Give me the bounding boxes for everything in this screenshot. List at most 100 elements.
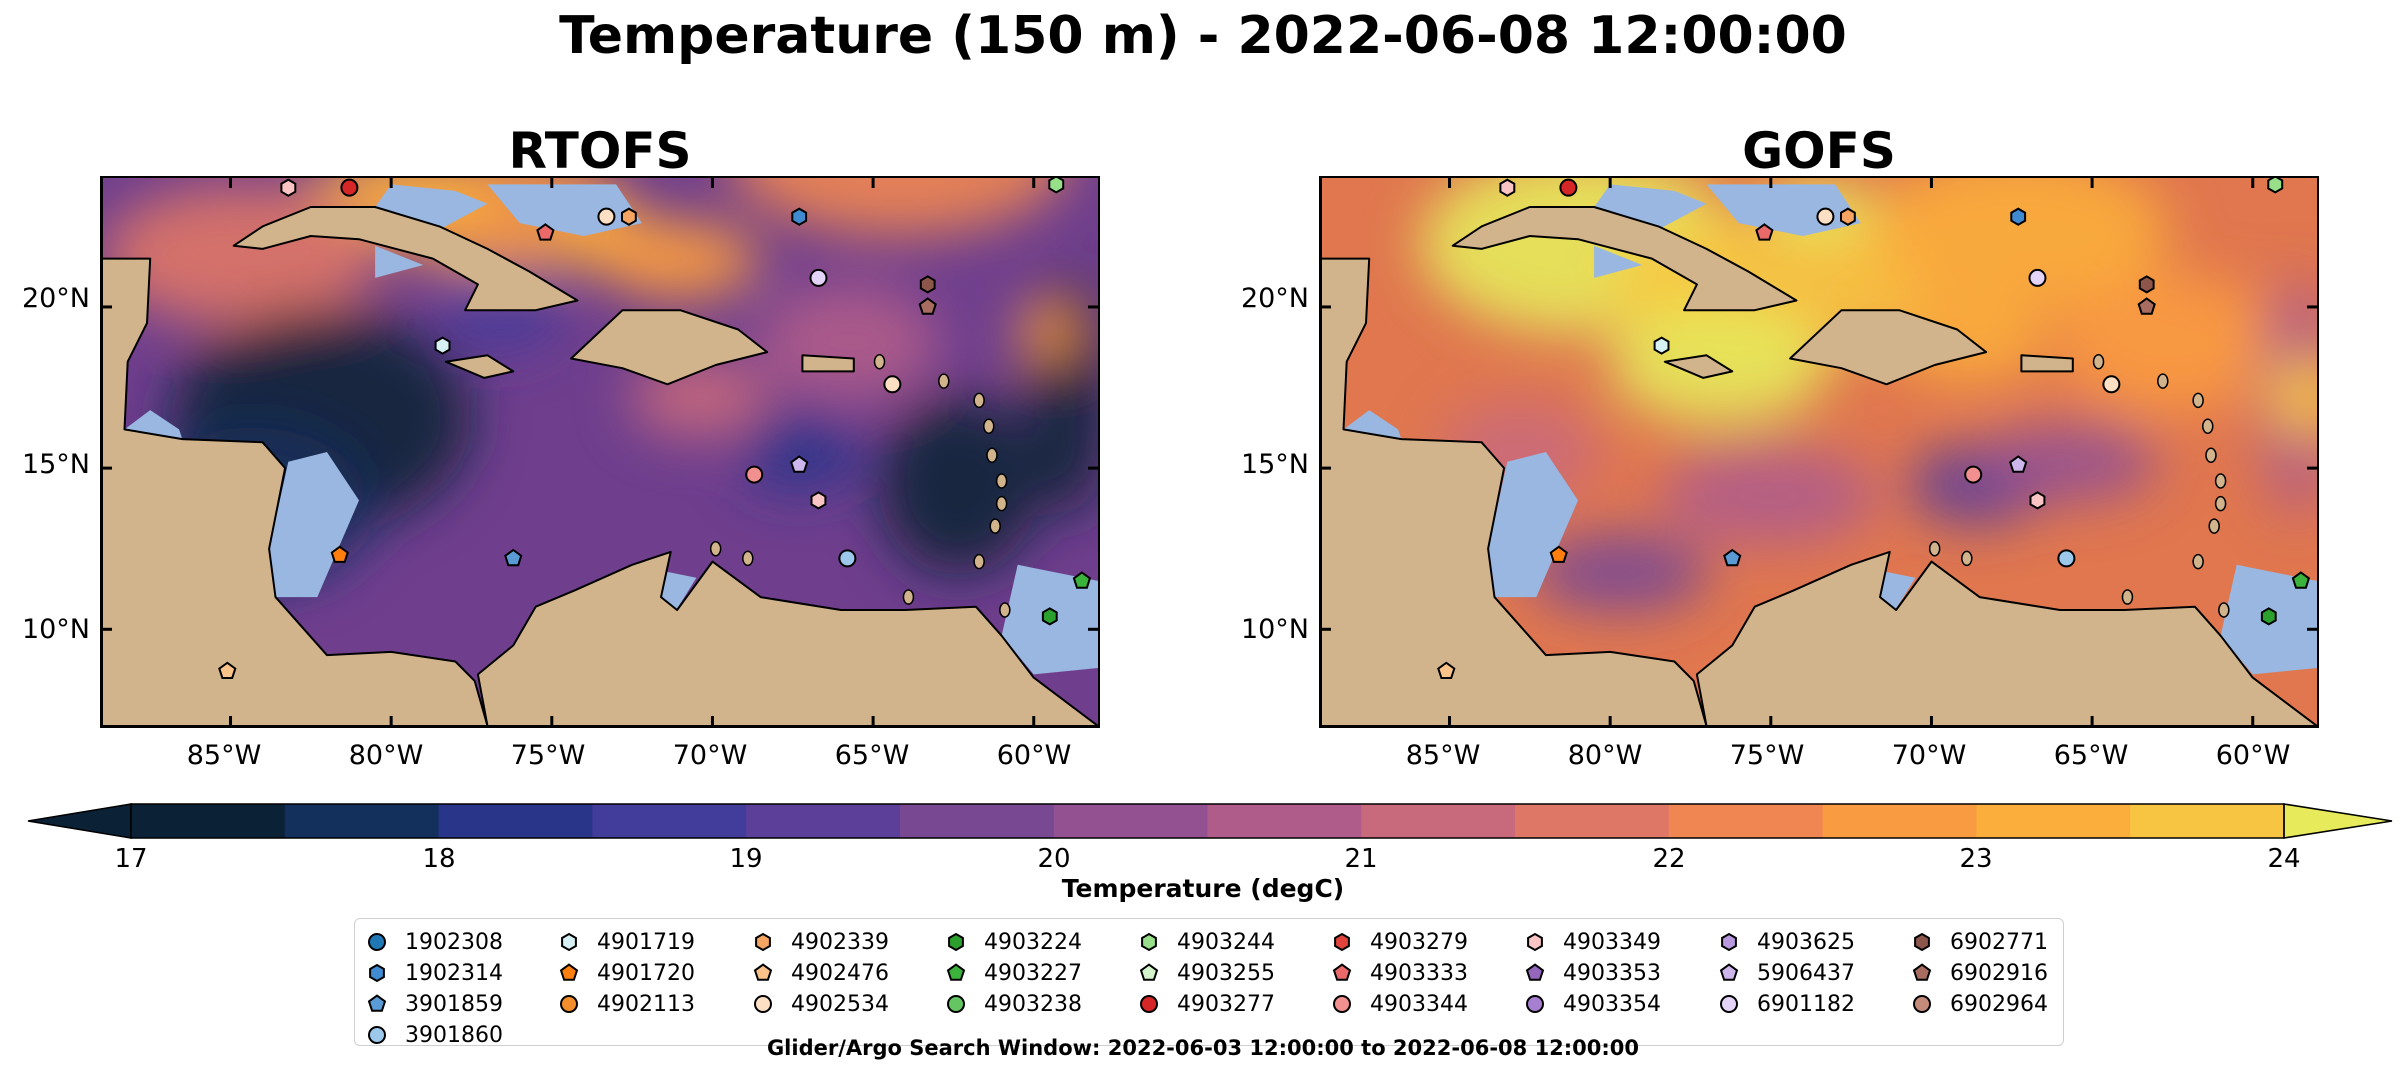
colorbar-segment <box>1976 804 2131 838</box>
legend-label: 4903349 <box>1563 929 1661 955</box>
colorbar-segment <box>131 804 286 838</box>
legend-label: 6901182 <box>1757 991 1855 1017</box>
legend-label: 4903244 <box>1177 929 1275 955</box>
x-tick-label: 60°W <box>2215 740 2291 771</box>
float-marker-4903349 <box>2029 491 2046 510</box>
float-marker-4902534 <box>1816 207 1835 226</box>
float-marker-4902476 <box>218 661 237 679</box>
y-tick-label: 20°N <box>1240 283 1309 314</box>
legend-item: 4901719 <box>557 927 695 957</box>
legend-item: 6902771 <box>1910 927 2048 957</box>
legend-item: 4902113 <box>557 989 695 1019</box>
colorbar-tick: 18 <box>422 844 456 874</box>
colorbar-segment <box>746 804 901 838</box>
shallow-water <box>375 245 424 278</box>
legend-label: 4903238 <box>984 991 1082 1017</box>
colorbar-segment <box>438 804 593 838</box>
island <box>2192 392 2204 409</box>
float-marker-3901859 <box>1723 548 1742 567</box>
legend-item: 4903353 <box>1523 958 1661 988</box>
island <box>938 373 950 389</box>
central-america-landmass <box>102 178 489 726</box>
island <box>742 550 754 567</box>
figure-title: Temperature (150 m) - 2022-06-08 12:00:0… <box>559 6 1847 66</box>
legend-item: 4903344 <box>1330 989 1468 1019</box>
hexagon-icon <box>948 932 964 952</box>
cuba-landmass <box>232 206 579 312</box>
x-tick-label: 70°W <box>1891 740 1967 771</box>
island <box>873 353 886 370</box>
float-marker-4902339 <box>1840 207 1856 226</box>
legend-label: 4903354 <box>1563 991 1661 1017</box>
circle-icon <box>1333 995 1351 1013</box>
hexagon-icon <box>1527 932 1543 952</box>
x-tick-label: 60°W <box>996 740 1072 771</box>
colorbar-segment <box>1822 804 1977 838</box>
y-tick-label: 10°N <box>21 614 90 645</box>
float-marker-6902916 <box>2137 297 2156 315</box>
legend-item: 4903227 <box>944 958 1082 988</box>
island <box>2214 473 2227 489</box>
float-marker-6902771 <box>919 275 936 294</box>
float-marker-4903227 <box>1072 571 1092 589</box>
puerto-rico-landmass <box>2020 354 2074 373</box>
float-marker-5906437 <box>790 455 809 473</box>
float-marker-4903344 <box>1964 465 1983 484</box>
island <box>2214 495 2227 512</box>
x-tick-label: 85°W <box>1405 740 1481 771</box>
legend-label: 5906437 <box>1757 960 1855 986</box>
panel-title-rtofs: RTOFS <box>508 122 692 180</box>
legend-item: 4903625 <box>1717 927 1855 957</box>
colorbar-tick: 24 <box>2267 844 2301 874</box>
legend-item: 5906437 <box>1717 958 1855 988</box>
colorbar-segment <box>1668 804 1824 838</box>
shallow-water <box>375 184 488 230</box>
float-marker-4901720 <box>330 545 349 563</box>
legend-item: 4903354 <box>1523 989 1661 1019</box>
x-tick-label: 70°W <box>672 740 748 771</box>
float-marker-4903244 <box>1048 178 1065 194</box>
pentagon-icon <box>1525 963 1545 981</box>
legend-label: 4903279 <box>1370 929 1468 955</box>
hexagon-icon <box>369 963 385 983</box>
puerto-rico-landmass <box>801 354 855 373</box>
circle-icon <box>1140 995 1158 1013</box>
legend-label: 4903353 <box>1563 960 1661 986</box>
float-marker-4902476 <box>1437 661 1456 679</box>
island <box>973 392 985 409</box>
float-marker-3901860 <box>838 549 857 568</box>
float-marker-4902534 <box>2102 375 2121 394</box>
island <box>986 447 998 463</box>
legend-item: 3901859 <box>365 989 503 1019</box>
legend-label: 4901719 <box>597 929 695 955</box>
shallow-water <box>1594 245 1643 278</box>
float-marker-4903227 <box>2291 571 2311 589</box>
legend-item: 6902916 <box>1910 958 2048 988</box>
legend-label: 6902964 <box>1950 991 2048 1017</box>
colorbar-segment <box>1053 804 1208 838</box>
legend-item: 4903238 <box>944 989 1082 1019</box>
float-marker-6901182 <box>809 268 828 287</box>
x-tick-label: 80°W <box>1567 740 1643 771</box>
circle-icon <box>1913 995 1931 1013</box>
colorbar-segment <box>1207 804 1362 838</box>
legend-label: 4902534 <box>791 991 889 1017</box>
legend-label: 6902916 <box>1950 960 2048 986</box>
island <box>2208 518 2220 534</box>
shallow-water <box>269 452 359 598</box>
float-marker-4903277 <box>1559 178 1578 197</box>
legend-label: 4903625 <box>1757 929 1855 955</box>
colorbar-label: Temperature (degC) <box>1061 874 1345 903</box>
float-marker-4901720 <box>1549 545 1568 563</box>
legend-item: 1902308 <box>365 927 503 957</box>
x-tick-label: 85°W <box>186 740 262 771</box>
pentagon-icon <box>1912 963 1932 981</box>
float-marker-4903224 <box>2260 607 2277 626</box>
legend-label: 1902308 <box>405 929 503 955</box>
legend-label: 4903255 <box>1177 960 1275 986</box>
legend-label: 3901860 <box>405 1022 503 1048</box>
float-marker-6901182 <box>2028 268 2047 287</box>
y-tick-label: 15°N <box>1240 449 1309 480</box>
float-marker-4903277 <box>340 178 359 197</box>
float-marker-1902314 <box>2010 207 2027 226</box>
